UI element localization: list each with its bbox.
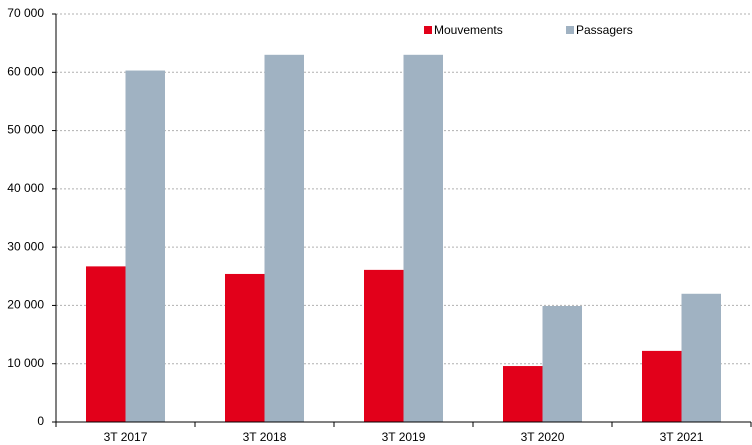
bar (503, 366, 543, 422)
x-tick-label: 3T 2020 (521, 430, 565, 444)
y-tick-label: 60 000 (7, 64, 44, 78)
legend-swatch (424, 26, 432, 34)
bar (264, 54, 304, 423)
y-tick-label: 40 000 (7, 181, 44, 195)
y-tick-label: 30 000 (7, 239, 44, 253)
bar (364, 269, 404, 422)
y-tick-label: 70 000 (7, 6, 44, 20)
bar (125, 70, 165, 422)
x-tick-label: 3T 2017 (104, 430, 148, 444)
bar (403, 54, 443, 423)
bar (225, 273, 265, 422)
bar (642, 350, 682, 422)
legend-swatch (566, 26, 574, 34)
y-tick-label: 0 (37, 414, 44, 428)
bar (86, 266, 126, 422)
x-tick-label: 3T 2019 (382, 430, 426, 444)
bar (542, 306, 582, 422)
x-tick-label: 3T 2021 (660, 430, 704, 444)
y-tick-label: 20 000 (7, 298, 44, 312)
y-tick-label: 10 000 (7, 356, 44, 370)
legend-label: Mouvements (434, 23, 503, 37)
bar (681, 293, 721, 422)
y-tick-label: 50 000 (7, 123, 44, 137)
legend-label: Passagers (576, 23, 633, 37)
x-tick-label: 3T 2018 (243, 430, 287, 444)
